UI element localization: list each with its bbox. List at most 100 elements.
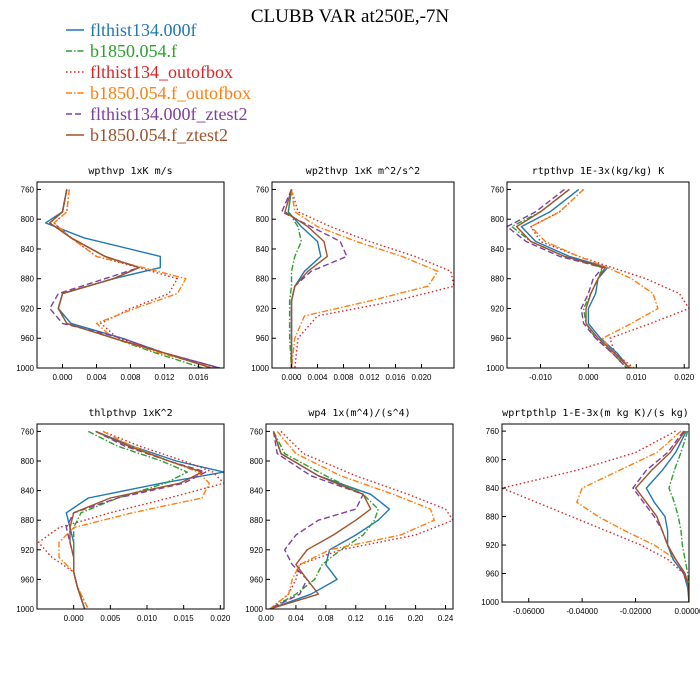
panel-title: wp2thvp 1xK m^2/s^2: [306, 166, 420, 177]
y-tick-label: 880: [21, 516, 35, 525]
y-tick-label: 840: [21, 487, 35, 496]
plot-frame: [36, 423, 225, 610]
series-line-2: [37, 430, 224, 609]
y-tick-label: 760: [486, 427, 500, 436]
x-tick-label: 0.004: [86, 373, 107, 382]
y-tick-label: 1000: [245, 605, 263, 614]
series-line-5: [49, 189, 212, 368]
x-tick-label: 0.016: [188, 373, 209, 382]
figure-title: CLUBB VAR at250E,-7N: [251, 6, 450, 27]
series-line-3: [530, 188, 659, 368]
y-tick-label: 760: [256, 185, 270, 194]
y-tick-label: 880: [486, 513, 500, 522]
y-tick-label: 800: [21, 457, 35, 466]
y-tick-label: 920: [486, 541, 500, 550]
y-tick-label: 920: [491, 304, 505, 313]
x-tick-label: 0.008: [120, 373, 141, 382]
y-tick-label: 920: [21, 304, 35, 313]
x-tick-label: 0.16: [378, 614, 394, 623]
y-tick-label: 920: [256, 304, 270, 313]
y-tick-label: 840: [21, 245, 35, 254]
series-line-2: [502, 430, 689, 602]
series-line-0: [520, 188, 630, 368]
series-line-0: [645, 430, 689, 602]
series-line-0: [65, 430, 224, 609]
series-line-5: [284, 189, 328, 368]
x-tick-label: 0.020: [411, 373, 432, 382]
series-line-2: [530, 188, 689, 368]
y-tick-label: 840: [486, 484, 500, 493]
series-line-5: [634, 430, 689, 602]
legend-label-5: b1850.054.f_ztest2: [90, 125, 228, 145]
series-line-4: [269, 431, 364, 609]
y-tick-label: 800: [486, 456, 500, 465]
x-tick-label: 0.000: [64, 614, 85, 623]
series-line-4: [632, 430, 689, 602]
panel-1: wp2thvp 1xK m^2/s^2 760 800 840 880 920 960 100…: [251, 166, 455, 382]
x-tick-label: 0.00: [258, 614, 274, 623]
y-tick-label: 880: [256, 275, 270, 284]
x-tick-label: 0.000: [578, 373, 599, 382]
panel-4: wp4 1x(m^4)/(s^4)76080084088092096010000…: [245, 408, 454, 623]
panel-0: wpthvp 1xK m/s 760 800 840 880 920 960 1000 0.00…: [16, 166, 225, 382]
series-line-4: [507, 188, 628, 368]
y-tick-label: 760: [21, 427, 35, 436]
x-tick-label: -0.010: [529, 373, 552, 382]
y-tick-label: 960: [491, 334, 505, 343]
y-tick-label: 840: [250, 487, 264, 496]
series-line-1: [269, 431, 379, 609]
legend-label-3: b1850.054.f_outofbox: [90, 83, 251, 103]
plot-frame: [265, 423, 454, 610]
y-tick-label: 960: [256, 334, 270, 343]
x-tick-label: 0.12: [348, 614, 364, 623]
series-line-5: [515, 188, 630, 368]
y-tick-label: 880: [250, 516, 264, 525]
plot-frame: [271, 181, 455, 369]
x-tick-label: 0.005: [100, 614, 121, 623]
x-tick-label: 0.016: [385, 373, 406, 382]
panel-title: rtpthvp 1E-3x(kg/kg) K: [532, 166, 664, 177]
series-line-1: [511, 188, 628, 368]
series-line-3: [269, 430, 435, 609]
y-tick-label: 760: [250, 427, 264, 436]
x-tick-label: -0.06000: [513, 607, 545, 616]
legend-label-1: b1850.054.f: [90, 41, 177, 61]
x-tick-label: 0.010: [626, 373, 647, 382]
y-tick-label: 760: [21, 185, 35, 194]
series-line-3: [290, 189, 439, 368]
y-tick-label: 920: [21, 546, 35, 555]
x-tick-label: 0.04: [288, 614, 304, 623]
x-tick-label: 0.000: [281, 373, 302, 382]
plot-frame: [501, 423, 690, 603]
series-line-4: [65, 430, 207, 609]
x-tick-label: 0.020: [674, 373, 695, 382]
x-tick-label: 0.020: [210, 614, 231, 623]
y-tick-label: 760: [491, 185, 505, 194]
panel-title: wpthvp 1xK m/s: [88, 166, 172, 177]
y-tick-label: 960: [486, 570, 500, 579]
y-tick-label: 960: [21, 334, 35, 343]
y-tick-label: 1000: [16, 605, 34, 614]
panels: wpthvp 1xK m/s76080084088092096010000.00…: [16, 166, 700, 623]
x-tick-label: 0.000: [52, 373, 73, 382]
panel-title: wp4 1x(m^4)/(s^4): [308, 408, 410, 419]
legend: flthist134.000fb1850.054.fflthist134_out…: [66, 20, 251, 145]
x-tick-label: -0.02000: [620, 607, 652, 616]
series-line-3: [58, 430, 211, 609]
x-tick-label: 0.012: [359, 373, 380, 382]
y-tick-label: 960: [21, 575, 35, 584]
series-line-3: [576, 430, 689, 602]
series-line-2: [53, 189, 220, 368]
y-tick-label: 800: [250, 457, 264, 466]
y-tick-label: 1000: [486, 364, 504, 373]
panel-3: thlpthvp 1xK^2 760 800 840 880 920 960 1000 0.00…: [16, 408, 231, 623]
series-line-5: [69, 430, 203, 609]
series-line-0: [287, 189, 322, 368]
series-line-2: [269, 430, 453, 609]
y-tick-label: 1000: [251, 364, 269, 373]
x-tick-label: 0.00000: [675, 607, 700, 616]
y-tick-label: 880: [21, 275, 35, 284]
series-line-5: [269, 431, 372, 609]
x-tick-label: -0.04000: [566, 607, 598, 616]
